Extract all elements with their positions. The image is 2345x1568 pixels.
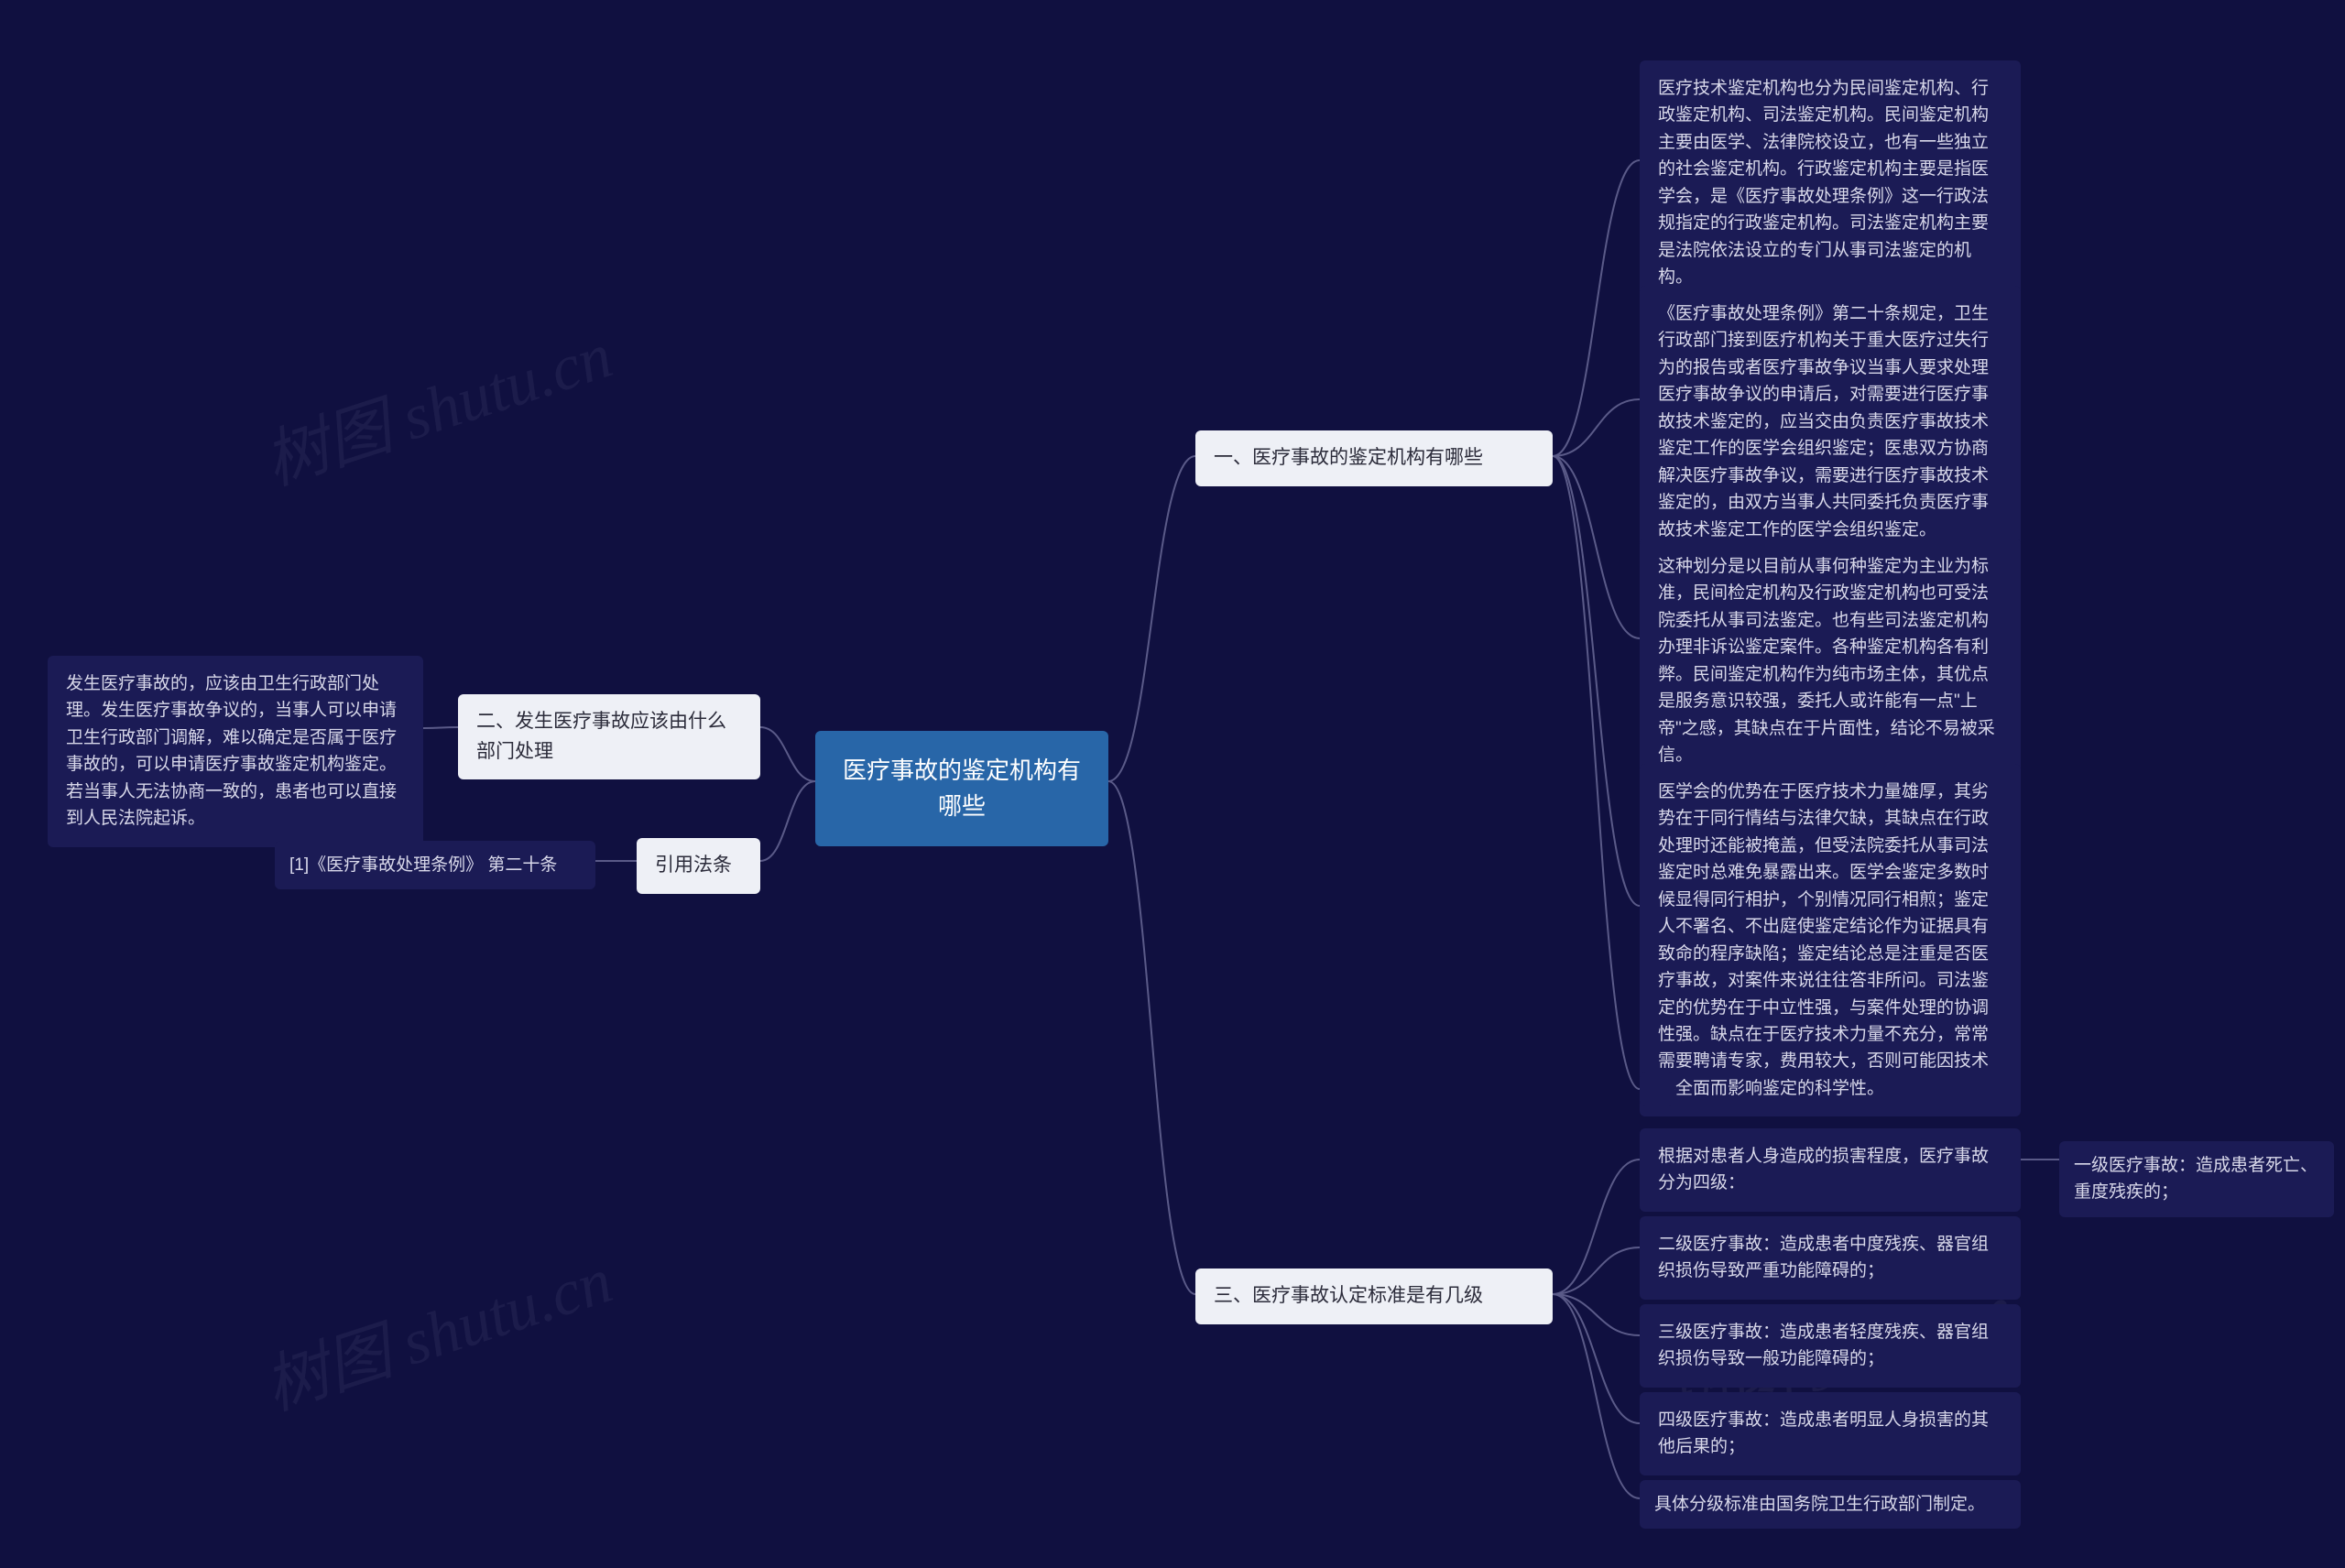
leaf-node[interactable]: [1]《医疗事故处理条例》 第二十条 [275,841,595,889]
leaf-node[interactable]: 发生医疗事故的，应该由卫生行政部门处理。发生医疗事故争议的，当事人可以申请卫生行… [48,656,423,847]
leaf-node[interactable]: 医疗技术鉴定机构也分为民间鉴定机构、行政鉴定机构、司法鉴定机构。民间鉴定机构主要… [1640,60,2021,306]
leaf-node[interactable]: 一级医疗事故：造成患者死亡、重度残疾的； [2059,1141,2334,1217]
watermark: 树图 shutu.cn [251,304,622,503]
branch-node[interactable]: 三、医疗事故认定标准是有几级 [1195,1269,1553,1324]
leaf-node[interactable]: 二级医疗事故：造成患者中度残疾、器官组织损伤导致严重功能障碍的； [1640,1216,2021,1300]
leaf-node[interactable]: 三级医疗事故：造成患者轻度残疾、器官组织损伤导致一般功能障碍的； [1640,1304,2021,1388]
mindmap-root[interactable]: 医疗事故的鉴定机构有哪些 [815,731,1108,846]
leaf-node[interactable]: 具体分级标准由国务院卫生行政部门制定。 [1640,1480,2021,1529]
branch-node[interactable]: 一、医疗事故的鉴定机构有哪些 [1195,430,1553,486]
branch-node[interactable]: 二、发生医疗事故应该由什么部门处理 [458,694,760,779]
branch-node[interactable]: 引用法条 [637,838,760,894]
leaf-node[interactable]: 医学会的优势在于医疗技术力量雄厚，其劣势在于同行情结与法律欠缺，其缺点在行政处理… [1640,764,2021,1116]
leaf-node[interactable]: 四级医疗事故：造成患者明显人身损害的其他后果的； [1640,1392,2021,1475]
leaf-node-empty[interactable] [1640,1072,1674,1106]
leaf-node[interactable]: 《医疗事故处理条例》第二十条规定，卫生行政部门接到医疗机构关于重大医疗过失行为的… [1640,286,2021,558]
leaf-node[interactable]: 根据对患者人身造成的损害程度，医疗事故分为四级： [1640,1128,2021,1212]
watermark: 树图 shutu.cn [251,1229,622,1428]
leaf-node[interactable]: 这种划分是以目前从事何种鉴定为主业为标准，民间检定机构及行政鉴定机构也可受法院委… [1640,539,2021,784]
